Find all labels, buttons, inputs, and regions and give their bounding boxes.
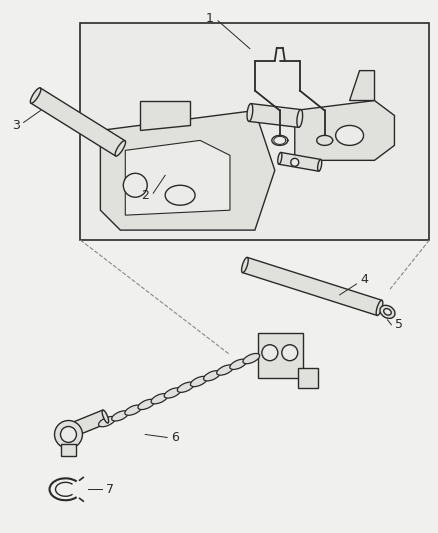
Ellipse shape xyxy=(124,405,141,415)
Circle shape xyxy=(290,158,298,166)
Ellipse shape xyxy=(138,399,154,409)
Circle shape xyxy=(261,345,277,361)
Ellipse shape xyxy=(151,393,167,404)
Circle shape xyxy=(60,426,76,442)
Polygon shape xyxy=(60,445,76,456)
Ellipse shape xyxy=(242,353,259,364)
Ellipse shape xyxy=(190,376,207,386)
Polygon shape xyxy=(297,368,317,387)
Ellipse shape xyxy=(383,309,390,315)
Ellipse shape xyxy=(177,382,194,392)
Circle shape xyxy=(281,345,297,361)
Ellipse shape xyxy=(241,257,247,273)
Ellipse shape xyxy=(70,423,77,436)
Ellipse shape xyxy=(296,110,302,127)
Text: 1: 1 xyxy=(205,12,213,25)
Text: 3: 3 xyxy=(12,119,20,132)
Polygon shape xyxy=(140,101,190,131)
Polygon shape xyxy=(257,333,302,378)
Ellipse shape xyxy=(247,103,252,122)
Ellipse shape xyxy=(229,359,246,369)
Polygon shape xyxy=(125,140,230,215)
Ellipse shape xyxy=(277,152,281,164)
Ellipse shape xyxy=(102,410,108,423)
Ellipse shape xyxy=(99,416,115,427)
Ellipse shape xyxy=(379,305,394,318)
Polygon shape xyxy=(294,101,394,160)
Text: 2: 2 xyxy=(141,189,149,201)
Text: 5: 5 xyxy=(395,318,403,332)
Polygon shape xyxy=(71,410,108,436)
Text: 4: 4 xyxy=(360,273,367,286)
Circle shape xyxy=(54,421,82,448)
Ellipse shape xyxy=(164,388,180,398)
Ellipse shape xyxy=(216,365,233,375)
Polygon shape xyxy=(31,88,125,156)
Ellipse shape xyxy=(203,370,220,381)
Text: 7: 7 xyxy=(106,483,114,496)
Ellipse shape xyxy=(115,141,125,156)
Polygon shape xyxy=(349,70,374,101)
Polygon shape xyxy=(278,152,320,171)
Circle shape xyxy=(123,173,147,197)
Ellipse shape xyxy=(375,300,382,316)
Polygon shape xyxy=(248,103,300,127)
Ellipse shape xyxy=(165,185,194,205)
Polygon shape xyxy=(100,110,274,230)
Polygon shape xyxy=(80,23,428,240)
Ellipse shape xyxy=(317,159,321,171)
Ellipse shape xyxy=(30,88,41,103)
Ellipse shape xyxy=(111,411,128,421)
Ellipse shape xyxy=(335,125,363,146)
Text: 6: 6 xyxy=(171,431,179,444)
Polygon shape xyxy=(242,257,381,316)
